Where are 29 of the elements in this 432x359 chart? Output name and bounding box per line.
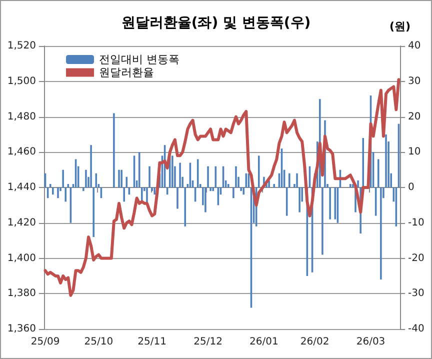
y-tick-label: 1,460 [7, 146, 36, 158]
y2-tick-label: -20 [408, 252, 424, 264]
y-tick-label: 1,380 [7, 288, 36, 300]
y-tick-label: 1,520 [7, 40, 36, 52]
x-tick-label: 25/10 [84, 336, 114, 348]
chart-title: 원달러환율(좌) 및 변동폭(우) [121, 15, 311, 31]
y-tick-label: 1,440 [7, 182, 36, 193]
y2-tick-label: 0 [408, 182, 414, 193]
y-tick-label: 1,480 [7, 111, 36, 122]
y2-tick-label: 40 [408, 40, 421, 52]
x-tick-label: 25/11 [138, 336, 166, 348]
y2-axis-title: (원) [389, 20, 411, 33]
legend-label: 전일대비 변동폭 [99, 53, 180, 66]
y-tick-label: 1,400 [7, 252, 36, 264]
legend-label: 원달러환율 [99, 66, 154, 79]
y2-tick-label: 20 [408, 111, 421, 122]
x-tick-label: 25/12 [194, 336, 222, 348]
y2-tick-label: -30 [408, 288, 424, 300]
y2-tick-label: -40 [408, 324, 424, 334]
y2-tick-label: 10 [408, 146, 421, 158]
x-tick-label: 26/03 [356, 336, 386, 348]
y-tick-label: 1,360 [7, 324, 36, 334]
x-tick-label: 25/09 [30, 336, 60, 348]
y2-tick-label: 30 [408, 76, 421, 87]
y-tick-label: 1,420 [7, 217, 36, 228]
x-tick-label: 26/01 [250, 336, 278, 348]
y-tick-label: 1,500 [7, 76, 36, 87]
y2-tick-label: -10 [408, 217, 424, 228]
x-tick-label: 26/02 [300, 336, 330, 348]
